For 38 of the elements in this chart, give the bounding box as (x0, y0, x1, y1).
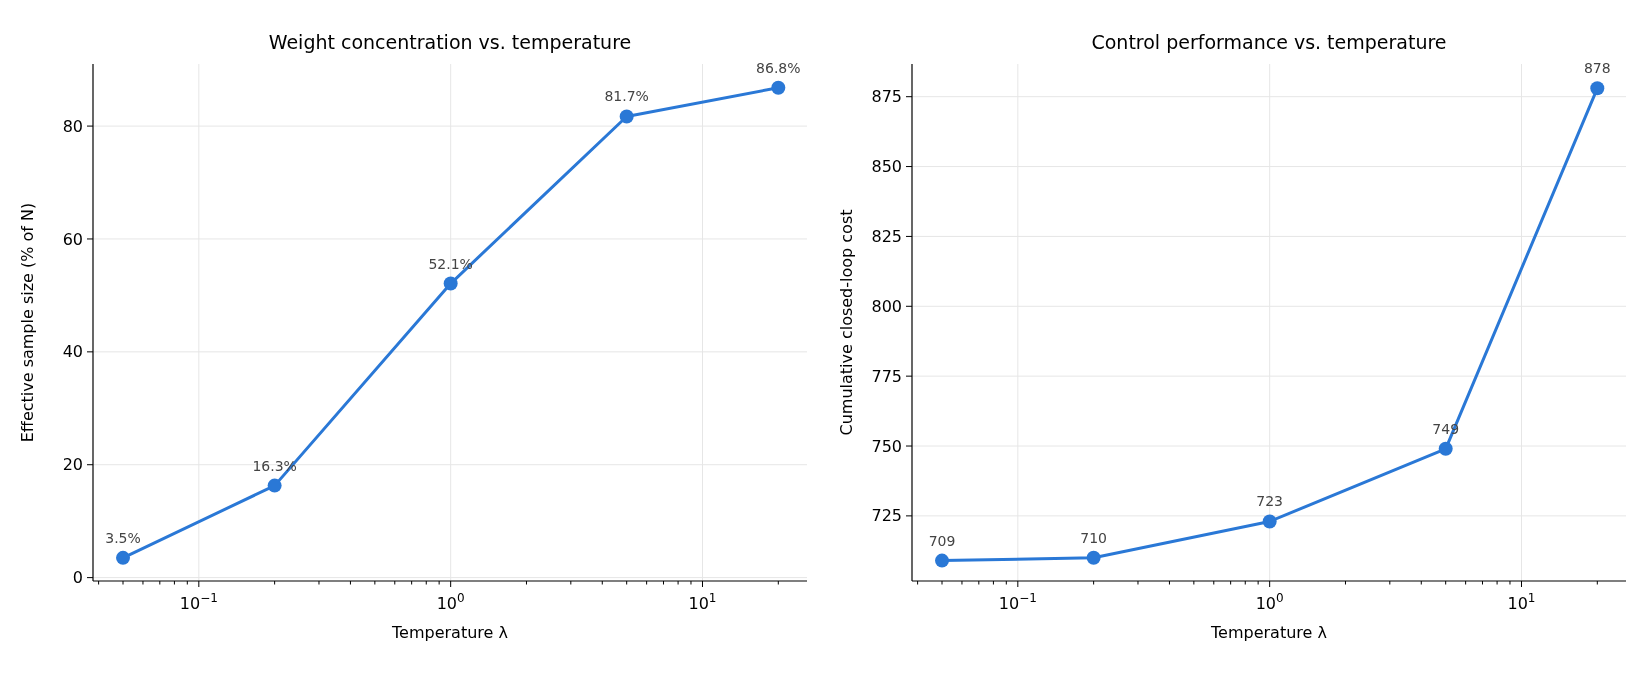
y-tick-label: 775 (871, 366, 902, 386)
point (935, 553, 950, 568)
data-label: 81.7% (604, 88, 649, 105)
data-label: 723 (1256, 493, 1284, 510)
y-tick-label: 40 (62, 342, 83, 362)
x-tick-label: 10$^{0}$ (1255, 591, 1284, 613)
chart-title: Control performance vs. temperature (1091, 31, 1447, 53)
y-tick-label: 850 (871, 157, 902, 177)
y-tick-label: 60 (62, 229, 83, 249)
x-tick-label: 10$^{1}$ (1507, 591, 1536, 613)
data-label: 86.8% (756, 59, 801, 76)
y-tick-label: 725 (871, 506, 902, 526)
point (443, 276, 458, 291)
data-label: 710 (1080, 529, 1107, 546)
x-tick-label: 10$^{−1}$ (179, 591, 218, 613)
data-label: 709 (928, 532, 956, 549)
data-label: 3.5% (105, 529, 141, 546)
x-axis-title: Temperature λ (391, 623, 508, 642)
y-tick-label: 750 (871, 436, 902, 456)
y-tick-label: 80 (62, 116, 83, 136)
y-axis-title: Effective sample size (% of N) (18, 202, 37, 443)
point (771, 80, 786, 95)
x-axis-title: Temperature λ (1210, 623, 1327, 642)
y-tick-label: 825 (871, 227, 902, 247)
y-axis-title: Cumulative closed-loop cost (837, 209, 856, 436)
point (116, 550, 131, 565)
data-label: 878 (1583, 60, 1611, 77)
y-tick-label: 20 (62, 455, 83, 475)
data-label: 52.1% (428, 255, 473, 272)
x-tick-label: 10$^{−1}$ (998, 591, 1037, 613)
point (1262, 514, 1277, 529)
y-tick-label: 800 (871, 296, 902, 316)
chart-title: Weight concentration vs. temperature (268, 31, 632, 53)
x-tick-label: 10$^{0}$ (436, 591, 465, 613)
y-tick-label: 875 (871, 87, 902, 107)
x-tick-label: 10$^{1}$ (688, 591, 717, 613)
y-tick-label: 0 (72, 568, 83, 588)
point (1590, 81, 1605, 96)
